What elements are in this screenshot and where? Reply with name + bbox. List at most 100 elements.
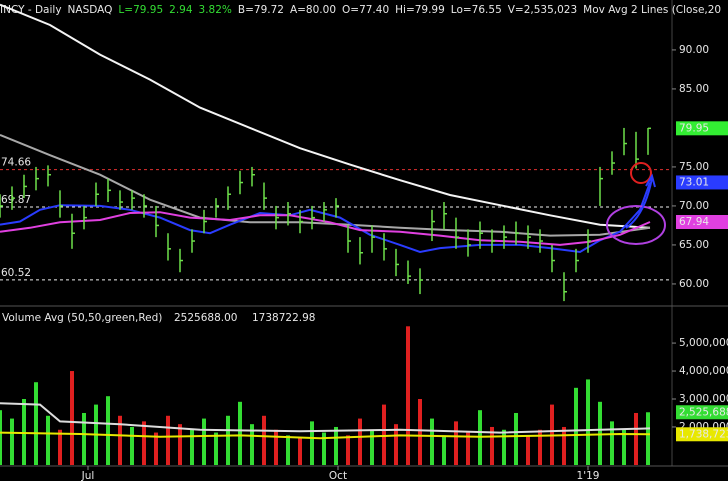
volume-bar <box>46 415 50 465</box>
volume-bar <box>166 415 170 465</box>
volume-bar <box>214 432 218 465</box>
y-tick-label: 85.00 <box>679 83 709 95</box>
volume-bar <box>358 418 362 465</box>
value-tag <box>676 215 728 230</box>
volume-bar <box>130 426 134 465</box>
value-tag-label: 2,525,688 <box>679 406 728 418</box>
annotation-arrowhead <box>645 173 656 188</box>
ma-line <box>0 431 651 440</box>
volume-bar <box>586 379 590 465</box>
level-label: 60.52 <box>1 267 31 279</box>
y-tick-label: 3,000,000 <box>679 393 728 405</box>
value-tag <box>676 427 728 442</box>
header-item: Lo=76.55 <box>451 4 502 16</box>
header-item: A=80.00 <box>290 4 336 16</box>
header-item: L=79.95 <box>118 4 163 16</box>
value-tag-label: 1,738,723 <box>679 428 728 440</box>
x-tick-label: Jul <box>81 470 95 481</box>
volume-bar <box>610 421 614 465</box>
header-item: B=79.72 <box>238 4 284 16</box>
volume-bar <box>202 418 206 465</box>
y-tick-label: 70.00 <box>679 200 709 212</box>
volume-bar <box>10 418 14 465</box>
volume-bar <box>226 415 230 465</box>
volume-bar <box>310 421 314 465</box>
value-tag-label: 79.95 <box>679 122 709 134</box>
header-item: V=2,535,023 <box>508 4 577 16</box>
volume-bar <box>466 432 470 465</box>
y-tick-label: 60.00 <box>679 278 709 290</box>
annotation-circle <box>630 162 652 184</box>
volume-bar <box>562 426 566 465</box>
annotation-ellipse <box>606 205 666 245</box>
value-tag <box>676 175 728 190</box>
header-item: 3.82% <box>199 4 232 16</box>
volume-bar <box>286 435 290 465</box>
ma-line <box>0 182 651 254</box>
y-tick-label: 75.00 <box>679 161 709 173</box>
x-tick-label: Oct <box>329 470 347 481</box>
volume-bar <box>454 421 458 465</box>
volume-bar <box>118 415 122 465</box>
volume-bar <box>82 412 86 465</box>
y-tick-label: 4,000,000 <box>679 365 728 377</box>
volume-bar <box>502 429 506 465</box>
volume-bar <box>634 412 638 465</box>
volume-bar <box>538 429 542 465</box>
legend-entry: 1738722.98 <box>252 312 315 324</box>
volume-bar <box>622 429 626 465</box>
volume-bar <box>298 438 302 465</box>
volume-bar <box>334 426 338 465</box>
value-tag-label: 73.01 <box>679 176 709 188</box>
volume-bar <box>58 429 62 465</box>
volume-bar <box>34 382 38 465</box>
volume-bar <box>370 429 374 465</box>
volume-bar <box>406 326 410 465</box>
x-tick-label: 1'19 <box>577 470 600 481</box>
volume-bar <box>238 401 242 465</box>
volume-bar <box>322 432 326 465</box>
volume-bar <box>250 424 254 465</box>
volume-bar <box>178 424 182 465</box>
volume-bar <box>598 401 602 465</box>
volume-bar <box>442 435 446 465</box>
volume-bar <box>646 412 650 465</box>
volume-bar <box>526 435 530 465</box>
volume-bar <box>22 399 26 465</box>
header-item: Mov Avg 2 Lines (Close,20 <box>583 4 721 16</box>
level-label: 74.66 <box>1 157 31 169</box>
header-item: INCY - Daily <box>0 4 62 16</box>
volume-bar <box>382 404 386 465</box>
ma-line <box>0 211 651 246</box>
volume-bar <box>574 387 578 465</box>
value-tag <box>676 121 728 136</box>
volume-title: Volume Avg (50,50,green,Red) <box>2 312 162 324</box>
volume-bar <box>154 432 158 465</box>
value-tag <box>676 405 728 420</box>
volume-bar <box>394 424 398 465</box>
volume-bar <box>70 371 74 465</box>
header-item: 2.94 <box>169 4 193 16</box>
volume-bar <box>190 429 194 465</box>
value-tag-label: 67.94 <box>679 216 709 228</box>
header-item: NASDAQ <box>68 4 113 16</box>
volume-bar <box>514 412 518 465</box>
volume-bar <box>418 399 422 465</box>
ma-line <box>0 402 651 434</box>
volume-bar <box>0 410 2 465</box>
annotation-arrow <box>625 177 653 229</box>
annotations <box>606 162 666 245</box>
volume-bar <box>262 415 266 465</box>
volume-bar <box>346 435 350 465</box>
volume-bar <box>142 421 146 465</box>
volume-bar <box>430 418 434 465</box>
header: INCY - Daily NASDAQ L=79.95 2.94 3.82% B=79.7… <box>0 4 721 16</box>
header-item: Hi=79.99 <box>395 4 445 16</box>
volume-bar <box>490 426 494 465</box>
y-tick-label: 5,000,000 <box>679 337 728 349</box>
volume-bar <box>106 396 110 465</box>
header-item: O=77.40 <box>342 4 389 16</box>
y-tick-label: 65.00 <box>679 239 709 251</box>
